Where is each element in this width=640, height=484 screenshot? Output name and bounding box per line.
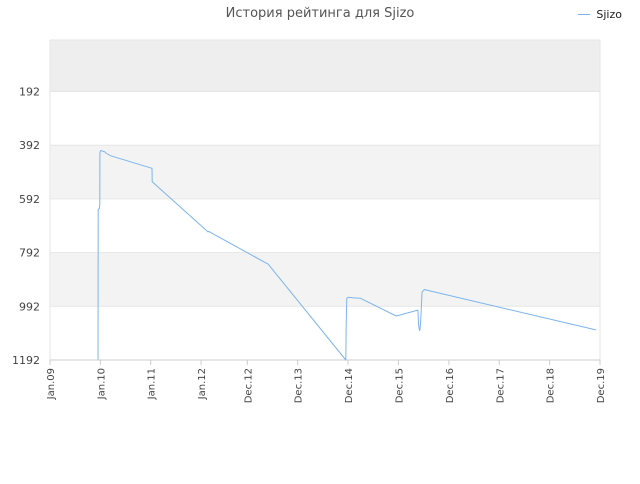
x-tick-label: Dec.12 [243, 368, 254, 403]
chart-title: История рейтинга для Sjizo [225, 6, 415, 21]
y-tick-label: 592 [19, 193, 40, 206]
plot-band [50, 306, 600, 360]
legend-label: Sjizo [596, 8, 622, 21]
x-tick-label: Dec.16 [445, 368, 456, 403]
x-tick-label: Jan.12 [197, 368, 208, 400]
x-tick-label: Dec.15 [394, 368, 405, 403]
x-tick-label: Jan.09 [46, 368, 57, 400]
plot-band [50, 145, 600, 199]
plot-band [50, 252, 600, 307]
plot-band [50, 198, 600, 253]
x-tick-label: Jan.10 [96, 368, 107, 400]
y-tick-label: 192 [19, 86, 40, 99]
x-tick-label: Dec.18 [546, 368, 557, 403]
plot-band [50, 91, 600, 146]
legend-line-swatch-icon [578, 14, 591, 15]
y-tick-label: 792 [19, 247, 40, 260]
y-tick-label: 992 [19, 300, 40, 313]
x-tick-label: Dec.14 [344, 368, 355, 403]
plot-band [50, 40, 600, 92]
x-tick-label: Dec.17 [495, 368, 506, 403]
legend[interactable]: Sjizo [578, 8, 622, 21]
x-tick-label: Dec.13 [294, 368, 305, 403]
y-tick-label: 392 [19, 139, 40, 152]
x-tick-label: Dec.19 [596, 368, 607, 403]
y-tick-label: 1192 [12, 354, 40, 367]
series-line [97, 150, 597, 361]
x-tick-label: Jan.11 [147, 368, 158, 400]
